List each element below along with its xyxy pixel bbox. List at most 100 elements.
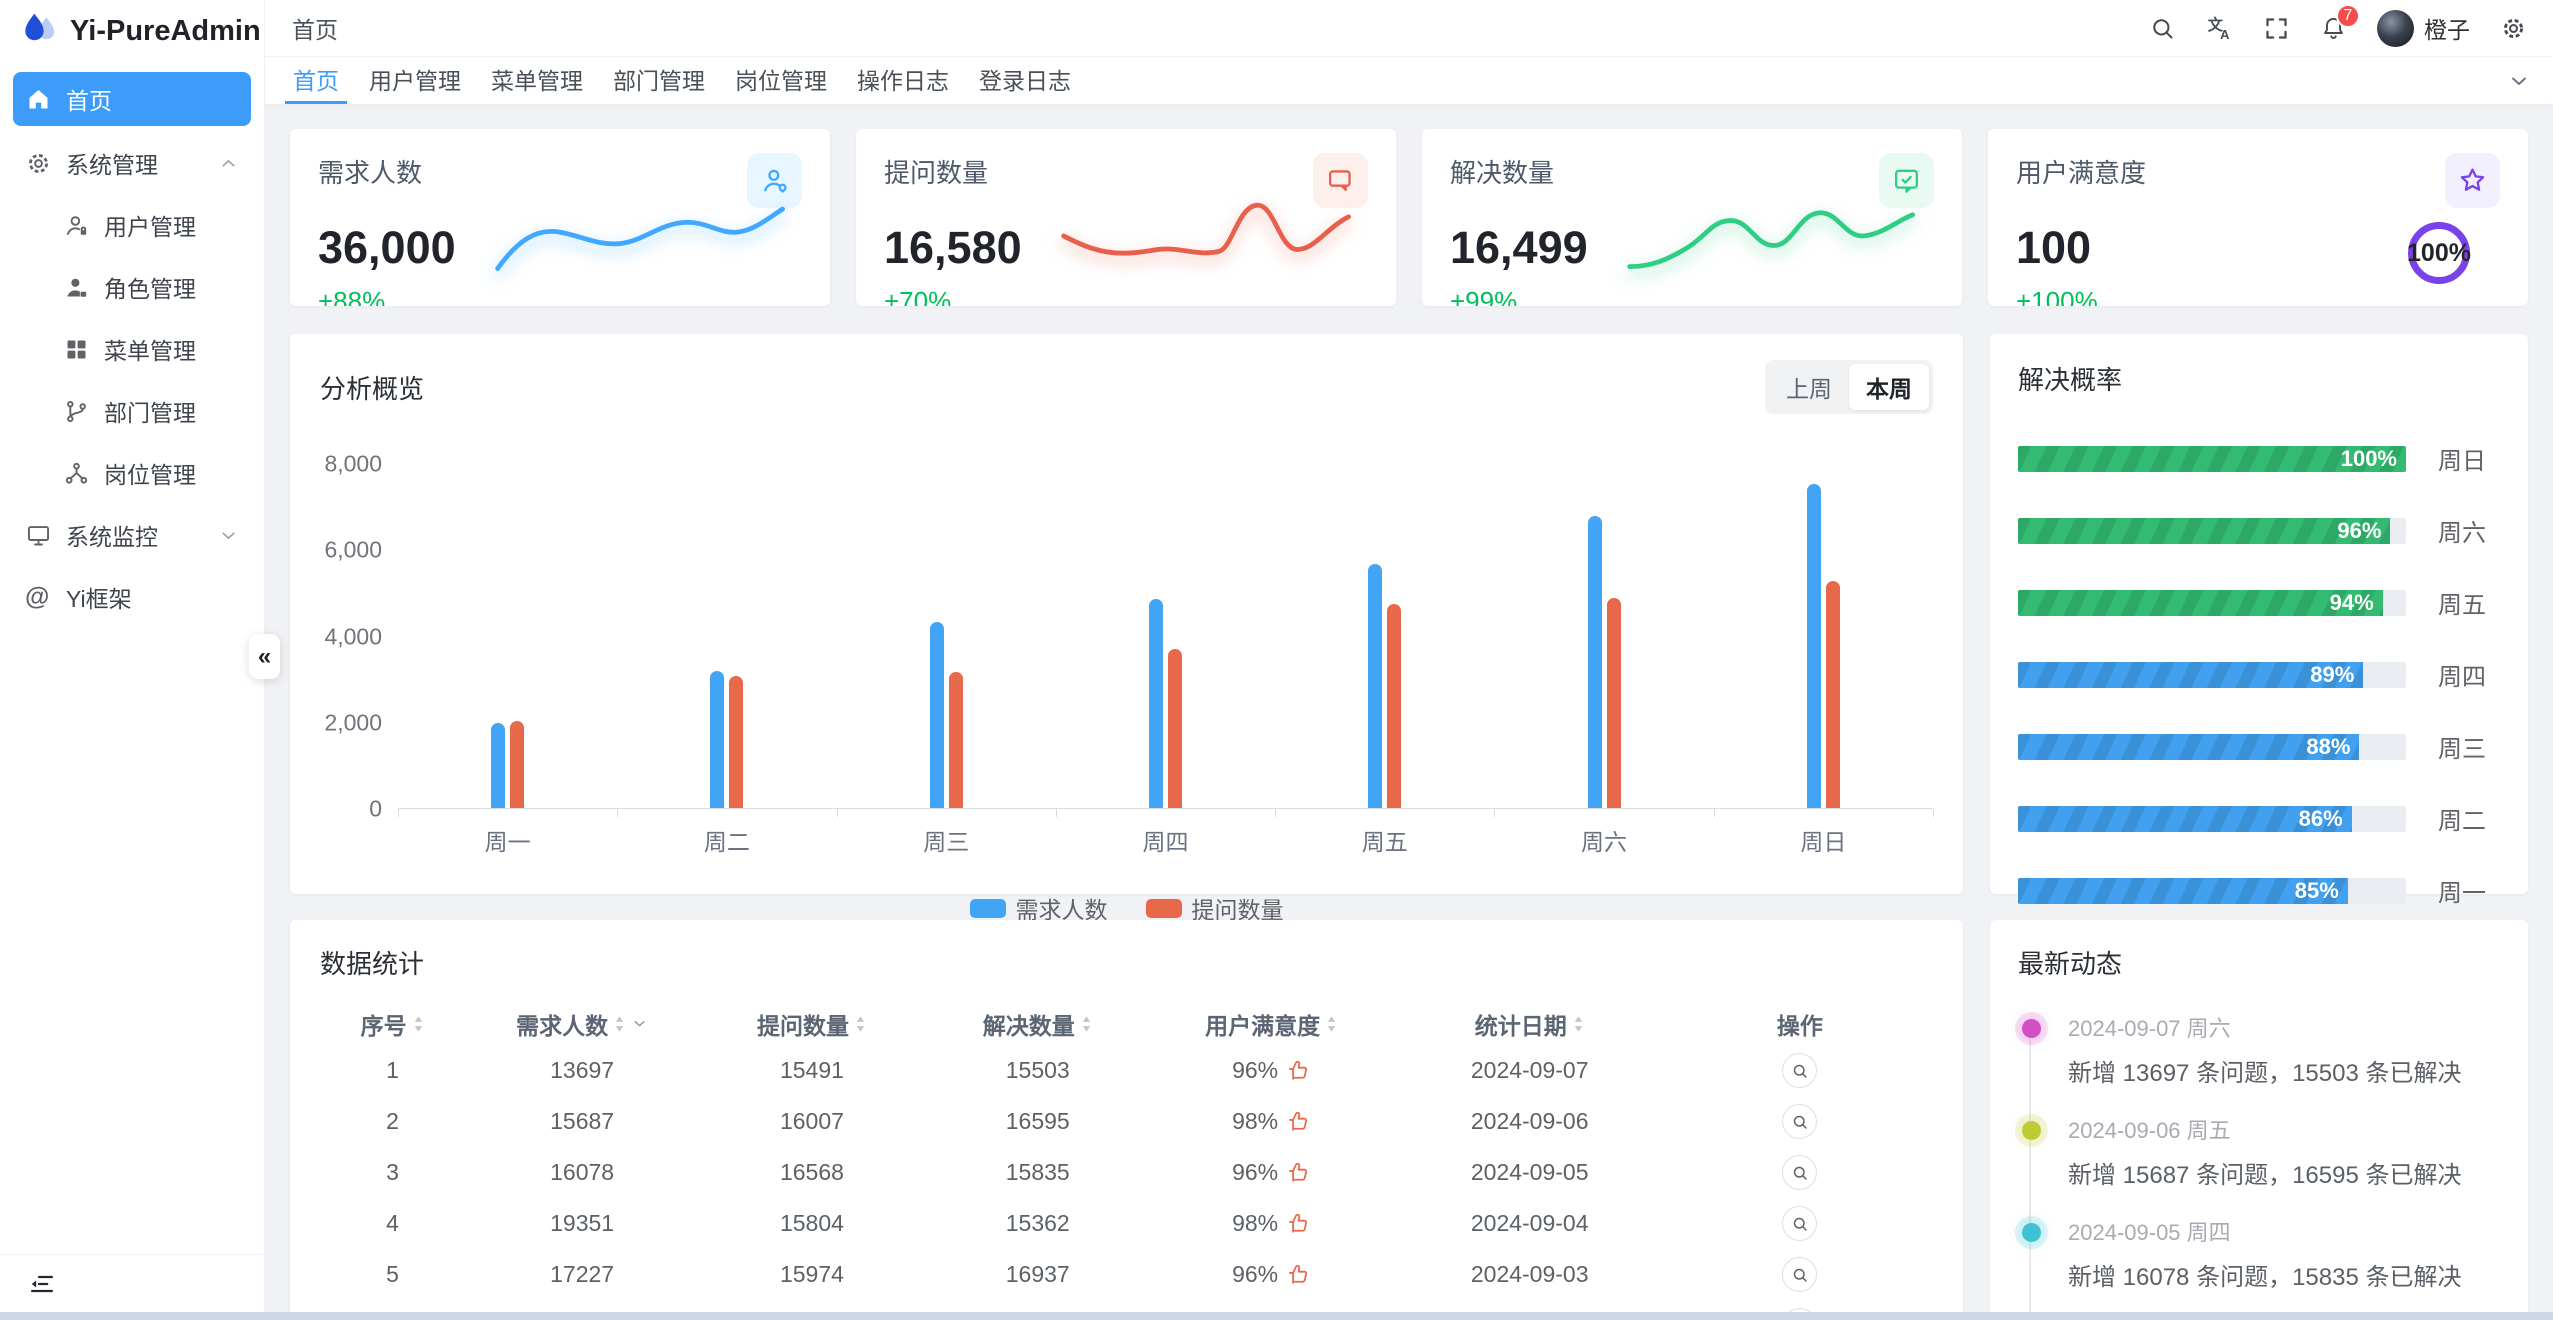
table-cell-date: 2024-09-03 [1470,1261,1589,1287]
column-header-用户满意度[interactable]: 用户满意度 [1151,1003,1393,1045]
progress-fill: 86% [2018,805,2352,832]
tab-菜单管理[interactable]: 菜单管理 [491,68,583,94]
column-label: 需求人数 [516,1013,609,1039]
sort-carets-icon [412,1013,425,1035]
sidebar-item-department-management[interactable]: 部门管理 [13,380,251,442]
bell-icon[interactable]: 7 [2320,3,2360,42]
last-week-button[interactable]: 上周 [1786,376,1832,402]
column-header-解决数量[interactable]: 解决数量 [925,1003,1151,1045]
filter-chevron-icon[interactable] [631,1011,648,1038]
row-view-button[interactable] [1782,1257,1818,1292]
table-cell-ops [1667,1147,1933,1198]
y-tick: 6,000 [324,536,382,563]
search-icon[interactable] [2149,15,2176,42]
home-icon [25,86,52,113]
legend-item-提问数量[interactable]: 提问数量 [1145,891,1284,925]
row-view-button[interactable] [1782,1104,1818,1139]
sidebar-item-yi-framework[interactable]: @ Yi框架 [13,566,251,628]
username: 橙子 [2424,17,2470,43]
satisfaction-value: 98% [1232,1210,1279,1236]
table-row: 1 13697 15491 15503 96% 2024-09-07 [320,1045,1933,1096]
progress-track: 100% [2018,445,2406,472]
sidebar-item-role-management[interactable]: 角色管理 [13,256,251,318]
logo-drop-icon [25,13,55,41]
tabs-chevron-down-icon[interactable] [2507,57,2535,104]
sidebar-footer [0,1254,264,1312]
tabs: 首页 用户管理 菜单管理 部门管理 岗位管理 操作日志 登录日志 [285,57,1093,104]
timeline-dot [2022,1019,2041,1038]
timeline-date: 2024-09-07 周六 [2068,1016,2231,1041]
timeline-rail [2029,1029,2031,1320]
column-header-统计日期[interactable]: 统计日期 [1393,1003,1667,1045]
x-label-周五: 周五 [1361,829,1408,855]
progress-track: 94% [2018,589,2406,616]
bar-提问数量-周二 [729,676,744,809]
userfilled-icon [63,274,90,301]
sidebar-item-menu-management[interactable]: 菜单管理 [13,318,251,380]
logo[interactable]: Yi-PureAdmin [0,0,264,62]
row-view-button[interactable] [1782,1053,1818,1088]
sidebar-item-system-monitor[interactable]: 系统监控 [13,504,251,566]
table-cell: 15362 [1005,1210,1070,1236]
x-axis-tick [1275,809,1277,817]
table-cell: 15974 [779,1261,844,1287]
thumbs-up-icon [1286,1262,1311,1287]
sidebar-item-user-management[interactable]: 用户管理 [13,194,251,256]
plot-area [398,464,1934,817]
column-header-序号[interactable]: 序号 [320,1003,465,1045]
fullscreen-icon[interactable] [2263,15,2290,42]
settings-gear-icon[interactable] [2500,15,2527,42]
row-view-button[interactable] [1782,1206,1818,1241]
timeline-date: 2024-09-06 周五 [2068,1118,2231,1143]
y-tick: 8,000 [324,450,382,477]
sidebar-collapse-handle[interactable]: « [249,634,280,679]
table-row: 4 19351 15804 15362 98% 2024-09-04 [320,1198,1933,1249]
sidebar-item-home[interactable]: 首页 [13,72,251,126]
menu-fold-icon[interactable] [28,1270,56,1298]
timeline-dot [2022,1223,2041,1242]
week-toggle: 上周 本周 [1765,360,1933,414]
this-week-button[interactable]: 本周 [1849,364,1929,410]
share-icon [63,460,90,487]
user-menu[interactable]: 橙子 [2377,9,2470,47]
tab-登录日志[interactable]: 登录日志 [979,68,1071,94]
bar-group-周四 [1056,464,1275,809]
grid-icon [63,336,90,363]
probability-row-周三: 88% 周三 [2018,729,2500,764]
tab-岗位管理[interactable]: 岗位管理 [735,68,827,94]
tab-操作日志[interactable]: 操作日志 [857,68,949,94]
table-cell: 13697 [550,1057,615,1083]
tab-首页[interactable]: 首页 [285,57,347,104]
breadcrumb[interactable]: 首页 [292,17,338,43]
sort-carets-icon [1572,1013,1585,1035]
x-axis-tick [836,809,838,817]
row-view-button[interactable] [1782,1155,1818,1190]
x-axis-tick [1933,809,1934,817]
thumbs-up-icon [1286,1160,1311,1185]
x-axis-tick [398,809,399,817]
tab-用户管理[interactable]: 用户管理 [369,68,461,94]
table-cell: 2 [386,1108,399,1134]
horizontal-scrollbar[interactable] [0,1312,2553,1320]
satisfaction-value: 96% [1232,1261,1279,1287]
sidebar-item-system-management[interactable]: 系统管理 [13,132,251,194]
table-cell: 16595 [1005,1108,1070,1134]
legend-item-需求人数[interactable]: 需求人数 [969,891,1108,925]
table-cell: 16007 [779,1108,844,1134]
column-header-需求人数[interactable]: 需求人数 [465,1003,699,1045]
tab-部门管理[interactable]: 部门管理 [613,68,705,94]
message-check-icon [1879,153,1934,208]
bar-group-周日 [1714,464,1933,809]
middle-row: 分析概览 上周 本周 0 2,000 4,000 6,000 8,000 周一 周二 周三周… [290,334,2528,923]
table-cell-date: 2024-09-06 [1470,1108,1589,1134]
progress-track: 86% [2018,805,2406,832]
at-icon: @ [25,582,50,611]
column-header-提问数量[interactable]: 提问数量 [699,1003,925,1045]
sidebar-item-post-management[interactable]: 岗位管理 [13,442,251,504]
progress-fill: 94% [2018,589,2383,616]
notification-badge: 7 [2336,3,2360,28]
sort-carets-icon [854,1013,867,1035]
progress-fill: 89% [2018,661,2364,688]
table-cell: 98% [1151,1198,1393,1249]
